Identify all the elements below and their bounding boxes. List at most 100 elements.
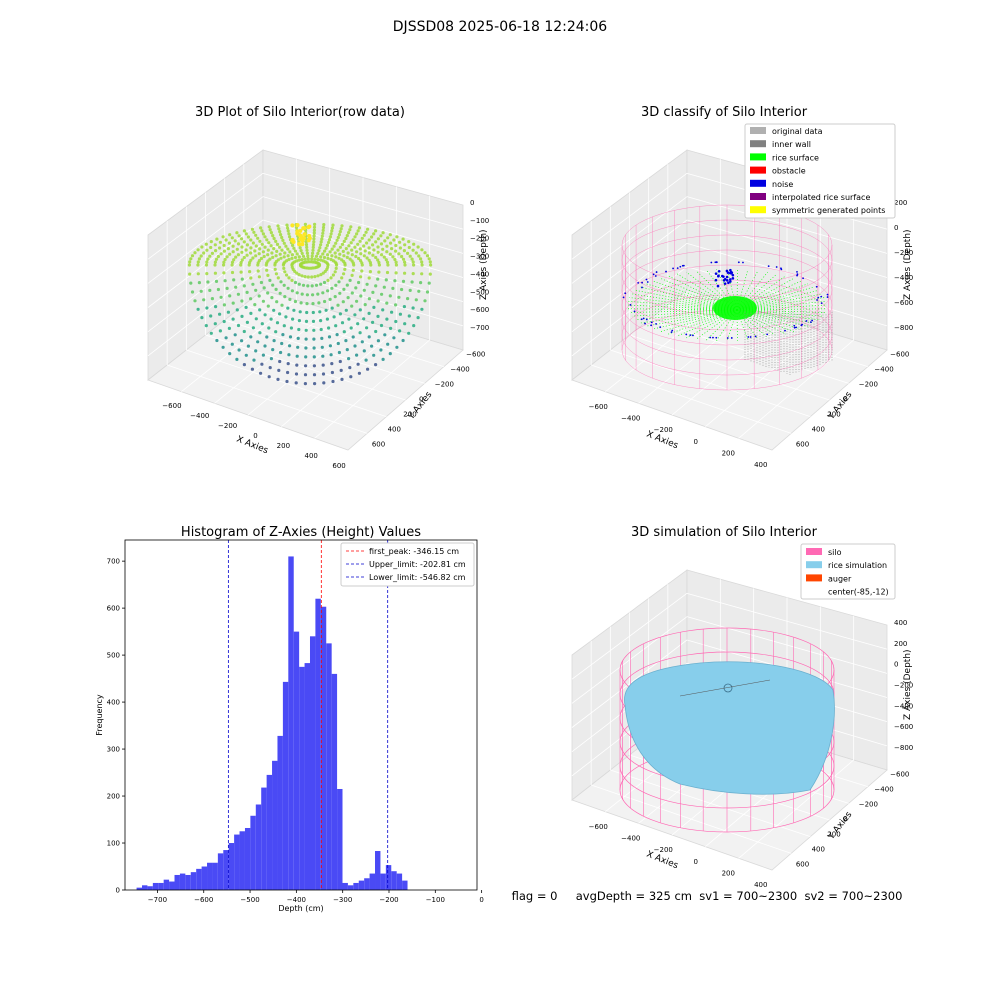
data-point xyxy=(282,324,286,328)
data-point xyxy=(394,260,398,264)
data-point xyxy=(196,272,200,276)
data-point xyxy=(367,246,371,250)
data-point xyxy=(366,367,370,371)
rice-surface-ray xyxy=(676,309,738,337)
data-point xyxy=(256,236,260,240)
data-point xyxy=(305,302,309,306)
data-point xyxy=(295,354,299,358)
data-point xyxy=(269,357,273,361)
data-point xyxy=(338,230,342,234)
data-point xyxy=(314,254,319,258)
data-point xyxy=(321,363,325,367)
histogram-y-ticks: 0 100 200 300 400 500 600 700 xyxy=(107,558,125,895)
data-point xyxy=(329,232,333,236)
legend-label: interpolated rice surface xyxy=(772,193,870,202)
data-point xyxy=(403,260,407,264)
data-point xyxy=(296,345,300,349)
data-point xyxy=(188,260,192,264)
data-point xyxy=(196,248,200,252)
noise-point xyxy=(780,268,783,271)
data-point xyxy=(420,307,424,311)
data-point xyxy=(259,226,263,230)
data-point xyxy=(344,236,348,241)
z-tick-label: −100 xyxy=(470,217,489,225)
data-point xyxy=(240,237,244,241)
data-point xyxy=(350,273,354,277)
data-point xyxy=(304,243,309,247)
data-point xyxy=(222,271,226,275)
data-point xyxy=(398,246,402,250)
data-point xyxy=(275,300,279,304)
data-point xyxy=(226,310,230,314)
data-point xyxy=(346,296,350,300)
data-point xyxy=(254,244,258,248)
z-tick-label: 200 xyxy=(894,640,907,648)
data-point xyxy=(298,246,302,250)
noise-point xyxy=(709,336,712,339)
histogram-bar xyxy=(309,636,316,890)
data-point xyxy=(360,236,364,240)
data-point xyxy=(193,251,197,255)
noise-point xyxy=(654,275,657,277)
noise-point xyxy=(714,278,718,282)
histogram-bar xyxy=(342,882,348,890)
data-point xyxy=(274,287,278,291)
data-point xyxy=(267,375,271,379)
data-point xyxy=(388,352,392,356)
data-point xyxy=(305,248,309,252)
data-point xyxy=(193,299,197,303)
data-point xyxy=(237,348,241,352)
data-point xyxy=(190,254,195,258)
data-point xyxy=(348,278,352,282)
data-point xyxy=(266,273,270,277)
data-point xyxy=(231,250,235,254)
data-point xyxy=(286,247,290,251)
data-point xyxy=(357,280,361,285)
data-point xyxy=(412,263,416,267)
data-point xyxy=(240,245,244,249)
histogram-bar xyxy=(385,865,392,890)
data-point xyxy=(304,346,308,350)
data-point xyxy=(376,258,380,262)
z-tick-label: −400 xyxy=(470,270,489,278)
data-point xyxy=(263,235,267,239)
data-point xyxy=(303,373,308,377)
data-point xyxy=(213,271,217,275)
data-point xyxy=(336,235,340,240)
z-tick-label: −400 xyxy=(894,702,913,710)
data-point xyxy=(215,338,219,343)
data-point xyxy=(274,272,278,276)
data-point xyxy=(282,266,286,270)
data-point xyxy=(392,238,396,242)
data-point xyxy=(197,257,201,261)
data-point xyxy=(199,254,203,258)
x-tick-label: −600 xyxy=(194,896,213,904)
data-point xyxy=(236,253,240,257)
data-point xyxy=(260,242,264,246)
legend-swatch xyxy=(750,166,766,174)
data-point xyxy=(268,228,272,232)
data-point xyxy=(349,326,353,330)
data-point xyxy=(343,261,347,265)
data-point xyxy=(345,234,349,238)
data-point xyxy=(323,299,327,304)
data-point xyxy=(222,303,226,307)
data-point xyxy=(392,336,396,340)
x-tick-label: −500 xyxy=(240,896,259,904)
data-point xyxy=(302,232,307,237)
data-point xyxy=(342,330,346,334)
histogram-x-ticks: −700 −600 −500 −400 −300 −200 −100 0 xyxy=(148,890,484,904)
data-point xyxy=(319,273,323,277)
data-point xyxy=(385,244,389,248)
y-tick-label: −200 xyxy=(859,801,878,809)
data-point xyxy=(362,317,366,321)
data-point xyxy=(230,260,235,264)
data-point xyxy=(394,271,398,275)
data-point xyxy=(242,255,246,260)
data-point xyxy=(253,249,257,253)
data-point xyxy=(416,245,420,249)
data-point xyxy=(376,339,380,343)
y-tick-label: −600 xyxy=(890,351,909,359)
data-point xyxy=(337,256,341,260)
data-point xyxy=(275,249,279,253)
